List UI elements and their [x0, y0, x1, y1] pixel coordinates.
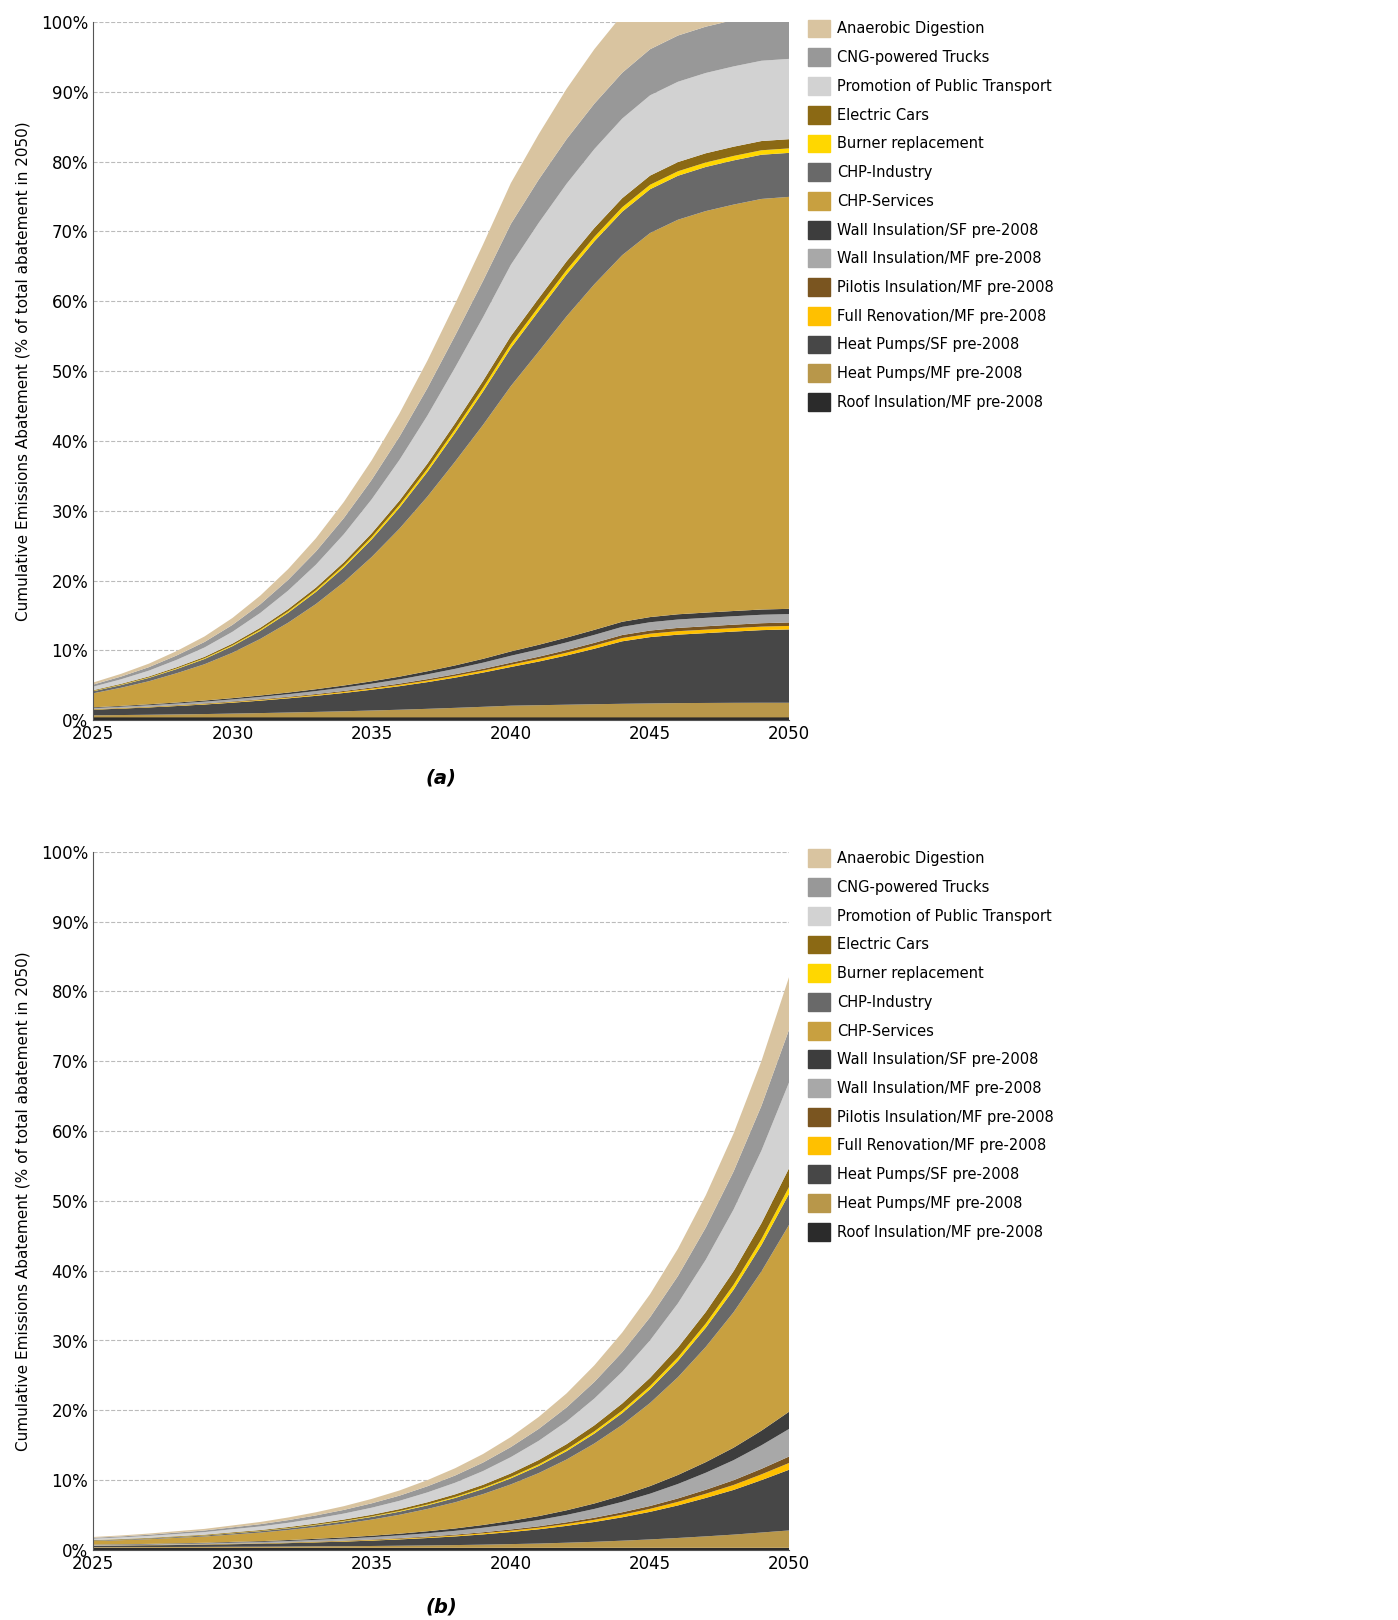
Text: (b): (b) [425, 1597, 457, 1617]
Text: (a): (a) [425, 768, 456, 787]
Y-axis label: Cumulative Emissions Abatement (% of total abatement in 2050): Cumulative Emissions Abatement (% of tot… [15, 122, 29, 620]
Legend: Anaerobic Digestion, CNG-powered Trucks, Promotion of Public Transport, Electric: Anaerobic Digestion, CNG-powered Trucks,… [802, 15, 1058, 415]
Legend: Anaerobic Digestion, CNG-powered Trucks, Promotion of Public Transport, Electric: Anaerobic Digestion, CNG-powered Trucks,… [802, 846, 1058, 1246]
Y-axis label: Cumulative Emissions Abatement (% of total abatement in 2050): Cumulative Emissions Abatement (% of tot… [15, 951, 29, 1450]
